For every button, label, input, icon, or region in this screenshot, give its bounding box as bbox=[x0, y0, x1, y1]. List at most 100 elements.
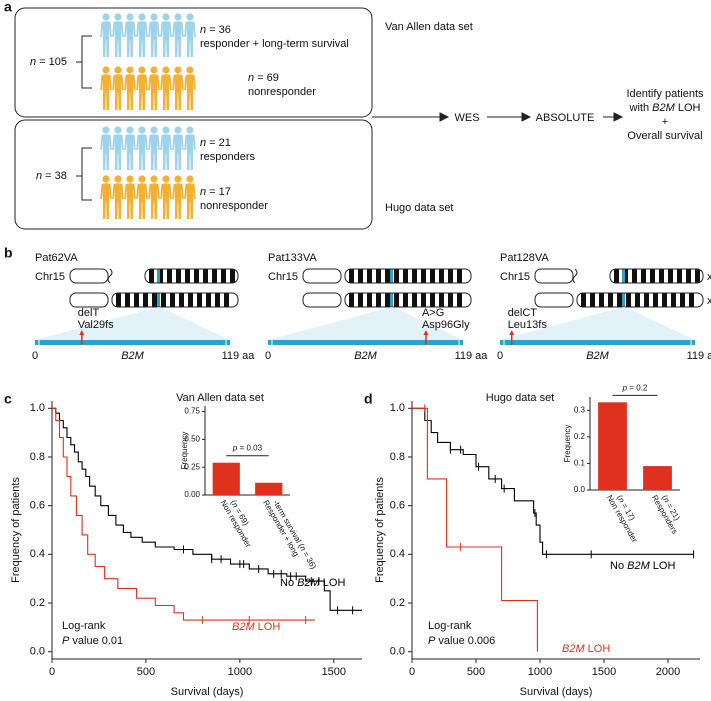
chromosome-band bbox=[686, 269, 691, 283]
mutation-arrow bbox=[509, 330, 515, 335]
y-tick-label: 0.75 bbox=[184, 407, 200, 416]
x-tick-label: 500 bbox=[467, 666, 485, 678]
person-icon bbox=[148, 13, 160, 57]
y-tick-label: 0.2 bbox=[390, 597, 405, 609]
chart-title: Van Allen data set bbox=[176, 392, 264, 404]
y-tick-label: 0.8 bbox=[390, 451, 405, 463]
person-icon bbox=[136, 66, 148, 110]
person-icon bbox=[100, 13, 112, 57]
people-group bbox=[100, 126, 196, 170]
chromosome-band bbox=[394, 293, 399, 307]
mutation-label: Leu13fs bbox=[508, 319, 548, 331]
outcome-text: with B2M LOH bbox=[629, 102, 701, 114]
person-icon bbox=[148, 66, 160, 110]
patient-id: Pat128VA bbox=[500, 252, 549, 264]
chromosome-band bbox=[203, 269, 208, 283]
chromosome-band bbox=[695, 269, 700, 283]
x-tick-label: 1000 bbox=[528, 666, 552, 678]
series-label: No B2M LOH bbox=[610, 560, 675, 572]
chromosome-band bbox=[179, 293, 184, 307]
data-set-label: Hugo data set bbox=[385, 202, 454, 214]
gene-locus bbox=[390, 269, 393, 283]
gene-bar bbox=[35, 340, 230, 345]
chromosome-band bbox=[614, 269, 619, 283]
subgroup-n: n = 21 bbox=[200, 137, 231, 149]
y-tick-label: 1.0 bbox=[390, 402, 405, 414]
chromosome-band bbox=[581, 293, 586, 307]
chromosome-band bbox=[430, 293, 435, 307]
chromosome-band bbox=[644, 293, 649, 307]
person-icon bbox=[136, 13, 148, 57]
survival-curve bbox=[52, 407, 315, 621]
patient-id: Pat62VA bbox=[35, 252, 78, 264]
copy-label: x2 bbox=[707, 295, 711, 307]
y-tick-label: 0.6 bbox=[390, 500, 405, 512]
chromosome-label: Chr15 bbox=[500, 271, 530, 283]
y-tick-label: 0.8 bbox=[30, 451, 45, 463]
survival-curve bbox=[412, 407, 538, 652]
y-tick-label: 0.2 bbox=[30, 597, 45, 609]
chromosome-band bbox=[125, 293, 130, 307]
annotation: P value 0.01 bbox=[62, 635, 123, 647]
axis-end: 119 aa bbox=[687, 350, 711, 362]
y-tick-label: 0.3 bbox=[574, 405, 586, 414]
chromosome-band bbox=[632, 269, 637, 283]
chromosome-band bbox=[170, 293, 175, 307]
person-icon bbox=[112, 66, 124, 110]
mutation-arrow bbox=[423, 330, 429, 335]
chromosome-band bbox=[134, 293, 139, 307]
series-label: No B2M LOH bbox=[280, 577, 345, 589]
y-tick-label: 0.1 bbox=[574, 459, 586, 468]
x-tick-label: -term survival (n = 36) bbox=[271, 499, 318, 571]
person-icon bbox=[100, 126, 112, 170]
person-icon bbox=[172, 66, 184, 110]
x-tick-label: 0 bbox=[49, 666, 55, 678]
chart-title: Hugo data set bbox=[486, 392, 555, 404]
gene-name: B2M bbox=[586, 350, 609, 362]
chromosome-band bbox=[188, 293, 193, 307]
deletion-edge bbox=[107, 268, 113, 284]
chromosome-band bbox=[671, 293, 676, 307]
y-tick-label: 0.25 bbox=[184, 462, 200, 471]
chromosome-band bbox=[394, 269, 399, 283]
chromosome-band bbox=[659, 269, 664, 283]
subgroup-n: n = 69 bbox=[248, 72, 279, 84]
chromosome-arm bbox=[302, 268, 342, 284]
chromosome-band bbox=[224, 293, 229, 307]
group-total: n = 105 bbox=[30, 56, 67, 68]
p-value: p = 0.03 bbox=[232, 444, 263, 453]
chromosome-band bbox=[608, 293, 613, 307]
mutation-arrow bbox=[79, 330, 85, 335]
chromosome-band bbox=[149, 269, 154, 283]
x-tick-label: 500 bbox=[137, 666, 155, 678]
y-tick-label: 0.50 bbox=[184, 434, 200, 443]
chromosome-band bbox=[626, 293, 631, 307]
people-group bbox=[100, 13, 196, 57]
chromosome-band bbox=[448, 293, 453, 307]
person-icon bbox=[184, 175, 196, 219]
zoom-shade bbox=[268, 307, 463, 340]
y-tick-label: 0.0 bbox=[390, 646, 405, 658]
chromosome-band bbox=[158, 269, 163, 283]
series-label: B2M LOH bbox=[562, 643, 610, 655]
person-icon bbox=[172, 175, 184, 219]
subgroup-label: nonresponder bbox=[200, 200, 268, 212]
person-icon bbox=[112, 126, 124, 170]
chromosome-band bbox=[448, 269, 453, 283]
y-tick-label: 0.00 bbox=[184, 490, 200, 499]
y-axis-label: Frequency bbox=[180, 432, 189, 470]
group-box bbox=[14, 7, 373, 118]
bar bbox=[212, 462, 240, 495]
people-group bbox=[100, 175, 196, 219]
subgroup-n: n = 17 bbox=[200, 186, 231, 198]
panel-label: d bbox=[364, 391, 373, 407]
axis-end: 119 aa bbox=[455, 350, 489, 362]
x-tick-label: 1000 bbox=[228, 666, 252, 678]
survival-curve bbox=[412, 407, 694, 555]
person-icon bbox=[112, 175, 124, 219]
mutation-label: A>G bbox=[422, 307, 444, 319]
zoom-shade bbox=[35, 307, 230, 340]
chromosome-band bbox=[152, 293, 157, 307]
subgroup-label: nonresponder bbox=[248, 86, 316, 98]
